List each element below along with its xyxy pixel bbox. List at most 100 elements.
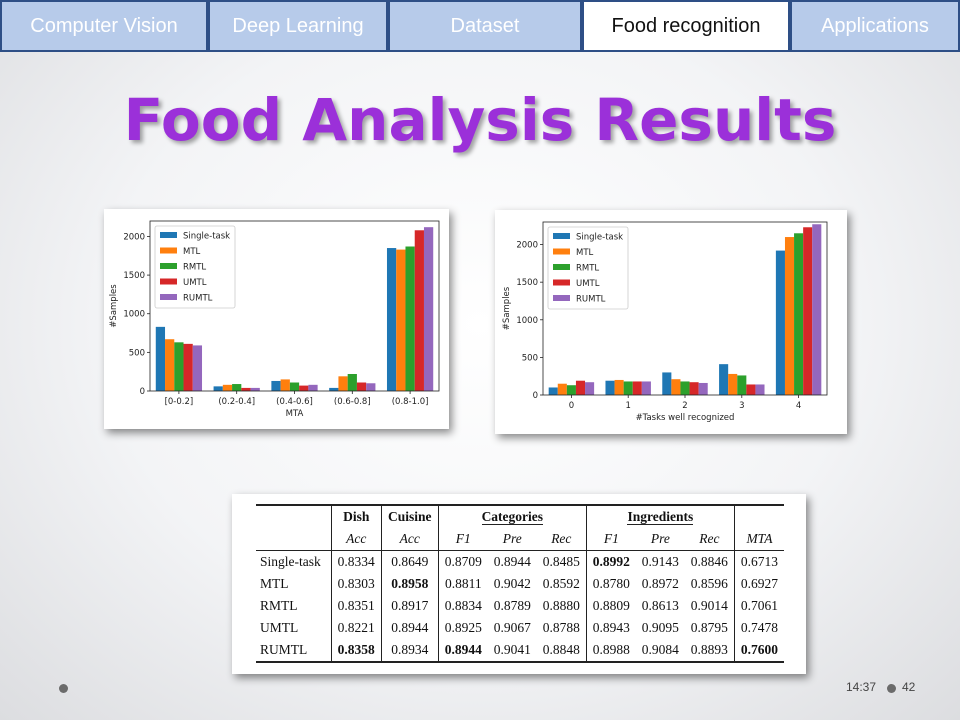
table-cell: 0.7478 [740, 620, 778, 635]
tab-computer-vision[interactable]: Computer Vision [0, 0, 208, 52]
bar-rmtl [623, 381, 633, 395]
table-cell: 0.9084 [635, 639, 685, 663]
table-cell: 0.8893 [684, 639, 735, 663]
group-header: Categories [438, 504, 587, 528]
bar-umtl [183, 343, 193, 391]
table-row: UMTL 0.8221 0.8944 0.8925 0.9067 0.8788 0.8943… [256, 617, 784, 639]
legend-box [547, 226, 629, 310]
results-table-panel: Dish Cuisine Categories Ingredients Acc A… [232, 494, 806, 674]
table-corner [256, 504, 332, 551]
x-tick-label: (0.4-0.6] [276, 397, 313, 407]
bar-rmtl [347, 374, 357, 391]
table-cell: 0.9067 [493, 620, 531, 635]
bar-rumtl [698, 382, 708, 395]
metric-header: Rec [536, 528, 587, 551]
legend-swatch [160, 263, 177, 269]
table-cell: 0.8789 [493, 598, 531, 613]
group-header: Ingredients [586, 504, 735, 528]
legend-swatch [553, 233, 570, 239]
table-cell: 0.8795 [684, 617, 735, 639]
legend-label: RUMTL [183, 294, 213, 304]
bar-rumtl [423, 227, 434, 391]
row-label: UMTL [256, 617, 332, 639]
y-tick-label: 0 [533, 391, 538, 401]
bar-rumtl [812, 224, 822, 395]
tab-deep-learning[interactable]: Deep Learning [208, 0, 388, 52]
tab-applications[interactable]: Applications [790, 0, 960, 52]
legend-label: Single-task [576, 233, 623, 243]
chart-mta: 0 500 1000 1500 2000 [0-0.2] (0.2-0.4] (0.4-0.6… [109, 220, 440, 419]
legend-label: RMTL [183, 263, 206, 273]
chart-mta-panel: 0 500 1000 1500 2000 [0-0.2] (0.2-0.4] (0.4-0.6… [104, 209, 449, 429]
legend-swatch [553, 279, 570, 286]
table-cell: 0.8925 [444, 620, 482, 635]
x-tick-label: 4 [796, 401, 801, 411]
table-cell: 0.8303 [331, 573, 382, 595]
bar-mtl [338, 376, 348, 391]
table-cell: 0.7061 [740, 598, 778, 613]
bar-umtl [746, 384, 756, 395]
metric-header: Acc [331, 528, 382, 551]
metric-header: Pre [487, 528, 537, 551]
bar-single-task [775, 250, 785, 395]
table-cell: 0.8709 [438, 550, 488, 573]
bar-umtl [575, 380, 586, 395]
x-axis-label: MTA [286, 409, 304, 419]
legend-swatch [553, 264, 570, 270]
metric-header: F1 [438, 528, 488, 551]
results-table: Dish Cuisine Categories Ingredients Acc A… [256, 504, 784, 663]
row-label: MTL [256, 573, 332, 595]
footer-bullet [887, 684, 896, 693]
x-tick-label: 1 [625, 401, 630, 411]
bar-single-task [271, 380, 281, 391]
table-cell: 0.8351 [331, 595, 382, 617]
table-row: Single-task 0.8334 0.8649 0.8709 0.8944 0.848… [256, 550, 784, 573]
bar-single-task [213, 386, 223, 391]
legend-swatch [553, 295, 570, 301]
x-tick-label: (0.2-0.4] [218, 397, 255, 407]
table-cell: 0.8988 [586, 639, 636, 663]
x-tick-label: 3 [739, 401, 744, 411]
metric-header: Pre [635, 528, 685, 551]
table-cell: 0.8334 [331, 550, 382, 573]
table-cell: 0.8358 [331, 639, 382, 663]
tab-dataset[interactable]: Dataset [388, 0, 582, 52]
tab-food-recognition[interactable]: Food recognition [582, 0, 790, 52]
table-cell: 0.9143 [635, 550, 685, 573]
table-cell: 0.9041 [487, 639, 537, 663]
page-number: 42 [902, 680, 916, 694]
row-label: RMTL [256, 595, 332, 617]
y-tick-label: 1500 [123, 271, 145, 281]
table-row: RUMTL 0.8358 0.8934 0.8944 0.9041 0.8848 0.898… [256, 639, 784, 663]
table-cell: 0.9042 [493, 576, 531, 591]
metric-header: MTA [734, 528, 784, 551]
table-cell: 0.8809 [592, 598, 630, 613]
table-cell: 0.8596 [684, 573, 735, 595]
row-label: RUMTL [256, 639, 332, 663]
chart-tasks: 0 500 1000 1500 2000 0 1 2 3 4 #Tasks well recogni… [502, 221, 828, 423]
table-cell: 0.8972 [641, 576, 679, 591]
x-tick-label: (0.6-0.8] [334, 397, 371, 407]
legend-label: UMTL [576, 279, 600, 289]
y-axis-label: #Samples [502, 286, 512, 330]
bar-rmtl [289, 382, 300, 391]
table-cell: 0.8811 [444, 576, 482, 591]
bar-rumtl [192, 345, 203, 391]
x-tick-label: 0 [569, 401, 574, 411]
table-cell: 0.8934 [381, 639, 439, 663]
bar-single-task [719, 364, 729, 395]
y-tick-label: 2000 [516, 241, 538, 251]
y-tick-label: 1000 [516, 316, 538, 326]
table-cell: 0.8917 [381, 595, 439, 617]
metric-header: Acc [381, 528, 439, 551]
row-label: Single-task [256, 550, 332, 573]
legend-box [154, 225, 236, 309]
bar-umtl [689, 382, 699, 395]
legend-swatch [160, 278, 177, 285]
bar-rumtl [585, 382, 595, 395]
legend-swatch [553, 248, 570, 255]
legend-swatch [160, 232, 177, 238]
y-tick-label: 500 [129, 348, 145, 358]
bar-mtl [557, 383, 567, 395]
table-cell: 0.8846 [684, 550, 735, 573]
